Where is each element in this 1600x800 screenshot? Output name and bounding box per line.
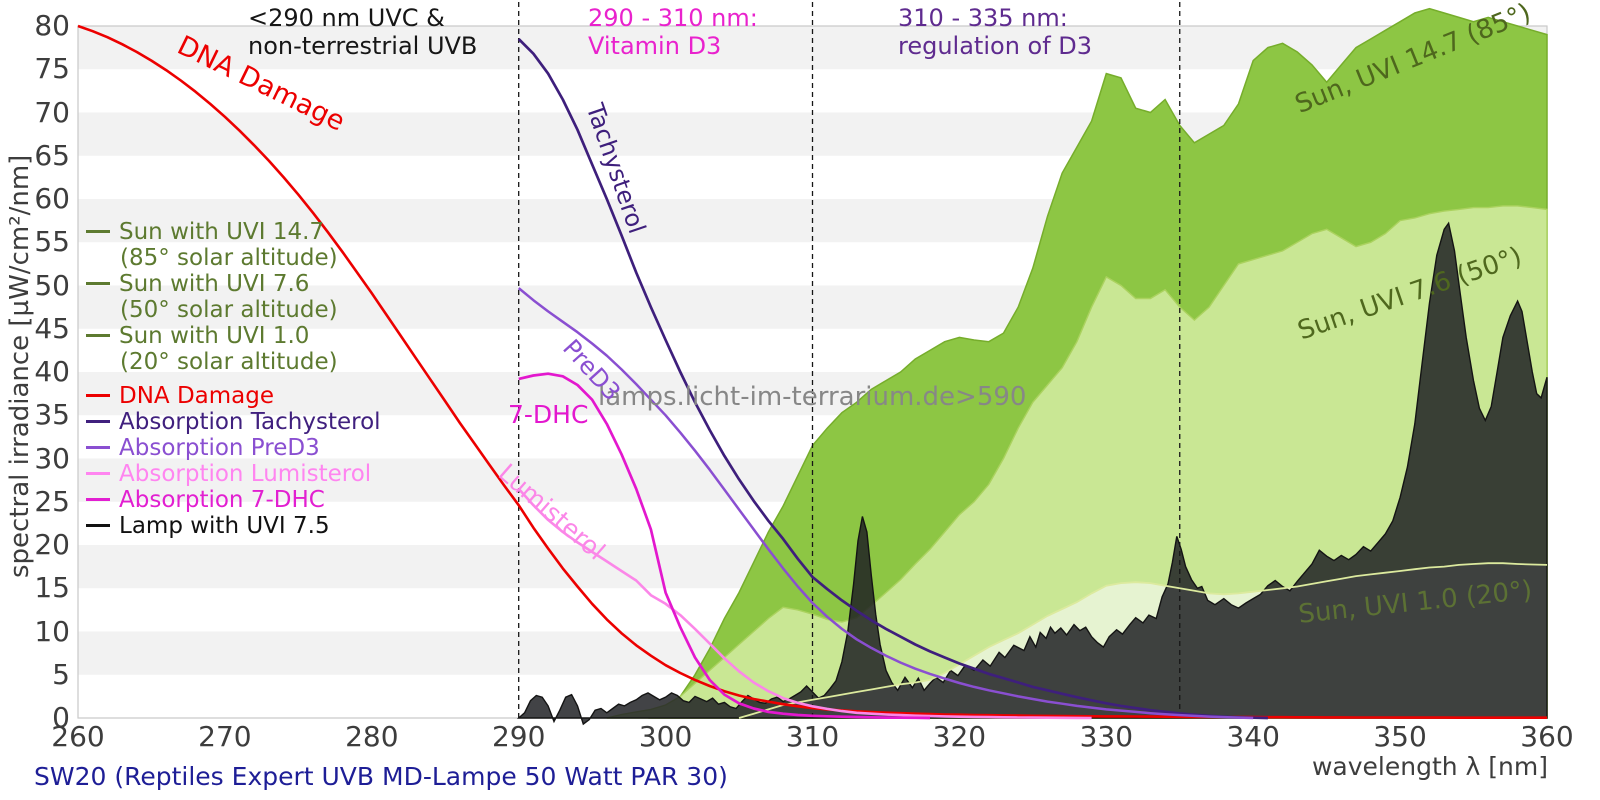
legend-item-sublabel: (50° solar altitude) <box>120 297 338 323</box>
y-tick-10: 10 <box>34 614 70 648</box>
legend-item-sublabel: (20° solar altitude) <box>120 349 338 375</box>
annotation-uvc-line2: non-terrestrial UVB <box>248 32 478 60</box>
annotation-vitd-line1: 290 - 310 nm: <box>588 4 758 32</box>
annotation-vitamin-d3-band: 290 - 310 nm: Vitamin D3 <box>588 4 758 60</box>
legend-item-label: Sun with UVI 7.6 <box>119 271 310 297</box>
legend-line-sample <box>86 446 110 449</box>
y-tick-30: 30 <box>34 441 70 475</box>
legend-line-sample <box>86 472 110 475</box>
legend-item-label: Absorption Lumisterol <box>119 461 372 487</box>
x-tick-290: 290 <box>491 720 546 753</box>
y-tick-60: 60 <box>34 182 70 215</box>
legend-item-2: Sun with UVI 1.0 <box>86 323 381 349</box>
legend: Sun with UVI 14.7 (85° solar altitude) Sun… <box>86 219 381 539</box>
y-tick-35: 35 <box>34 398 70 432</box>
legend-item-label: Sun with UVI 1.0 <box>119 323 310 349</box>
line-absorption-pred3 <box>517 287 1254 720</box>
legend-line-sample <box>86 394 110 397</box>
legend-item-3: DNA Damage <box>86 383 381 409</box>
y-tick-50: 50 <box>34 268 70 302</box>
x-tick-350: 350 <box>1373 720 1427 753</box>
legend-item-label: Sun with UVI 14.7 <box>119 219 325 245</box>
y-tick-25: 25 <box>34 484 70 518</box>
y-tick-5: 5 <box>52 657 70 691</box>
legend-item-8: Lamp with UVI 7.5 <box>86 513 381 539</box>
x-tick-280: 280 <box>345 720 399 753</box>
legend-line-sample <box>86 420 110 423</box>
x-tick-310: 310 <box>785 720 840 753</box>
line-absorption-7-dhc <box>518 372 931 720</box>
y-tick-0: 0 <box>52 701 70 734</box>
legend-item-5: Absorption PreD3 <box>86 435 381 461</box>
line-absorption-tachysterol <box>517 38 1268 720</box>
x-tick-300: 300 <box>638 720 693 753</box>
y-tick-20: 20 <box>34 528 70 561</box>
x-tick-340: 340 <box>1226 720 1280 753</box>
legend-item-7: Absorption 7-DHC <box>86 487 381 513</box>
line-absorption-lumisterol <box>517 487 1092 720</box>
x-tick-330: 330 <box>1079 720 1134 753</box>
legend-item-0: Sun with UVI 14.7 <box>86 219 381 245</box>
y-tick-65: 65 <box>34 138 70 172</box>
line-sun-uvi-1-0-top <box>738 562 1548 719</box>
legend-item-4: Absorption Tachysterol <box>86 409 381 435</box>
y-tick-55: 55 <box>34 225 70 259</box>
legend-line-sample <box>86 282 110 285</box>
y-tick-70: 70 <box>34 95 70 129</box>
legend-line-sample <box>86 334 110 337</box>
legend-item-sublabel: (85° solar altitude) <box>120 245 338 271</box>
x-tick-360: 360 <box>1520 720 1574 753</box>
legend-item-label: Absorption 7-DHC <box>119 487 325 513</box>
legend-item-1: Sun with UVI 7.6 <box>86 271 381 297</box>
x-tick-260: 260 <box>51 720 105 753</box>
y-tick-15: 15 <box>34 571 70 605</box>
area-lamp-with-uvi-7-5 <box>516 221 1548 726</box>
legend-item-label: Lamp with UVI 7.5 <box>119 513 330 539</box>
annotation-reg-line1: 310 - 335 nm: <box>898 4 1068 32</box>
legend-item-label: DNA Damage <box>119 383 275 409</box>
annotation-vitd-line2: Vitamin D3 <box>588 32 722 60</box>
y-tick-80: 80 <box>34 9 70 42</box>
x-axis-label: wavelength λ [nm] <box>1311 752 1548 781</box>
x-tick-270: 270 <box>198 720 252 753</box>
y-tick-40: 40 <box>34 355 70 388</box>
watermark: lamps.licht-im-terrarium.de>590 <box>598 382 1027 412</box>
annotation-reg-line2: regulation of D3 <box>898 32 1093 60</box>
legend-line-sample <box>86 498 110 501</box>
legend-item-label: Absorption PreD3 <box>119 435 320 461</box>
annotation-d3-regulation-band: 310 - 335 nm: regulation of D3 <box>898 4 1092 60</box>
legend-item-6: Absorption Lumisterol <box>86 461 381 487</box>
legend-line-sample <box>86 524 110 527</box>
legend-item-label: Absorption Tachysterol <box>119 409 381 435</box>
y-tick-75: 75 <box>34 52 70 86</box>
y-tick-45: 45 <box>34 311 70 345</box>
line-dna-damage <box>77 24 1547 719</box>
chart-title: SW20 (Reptiles Expert UVB MD-Lampe 50 Wa… <box>34 762 728 791</box>
curve-label-7dhc: 7-DHC <box>508 400 589 429</box>
legend-line-sample <box>86 230 110 233</box>
x-tick-320: 320 <box>932 720 987 753</box>
annotation-uvc-line1: <290 nm UVC & <box>248 4 445 32</box>
annotation-uvc-band: <290 nm UVC & non-terrestrial UVB <box>248 4 477 60</box>
